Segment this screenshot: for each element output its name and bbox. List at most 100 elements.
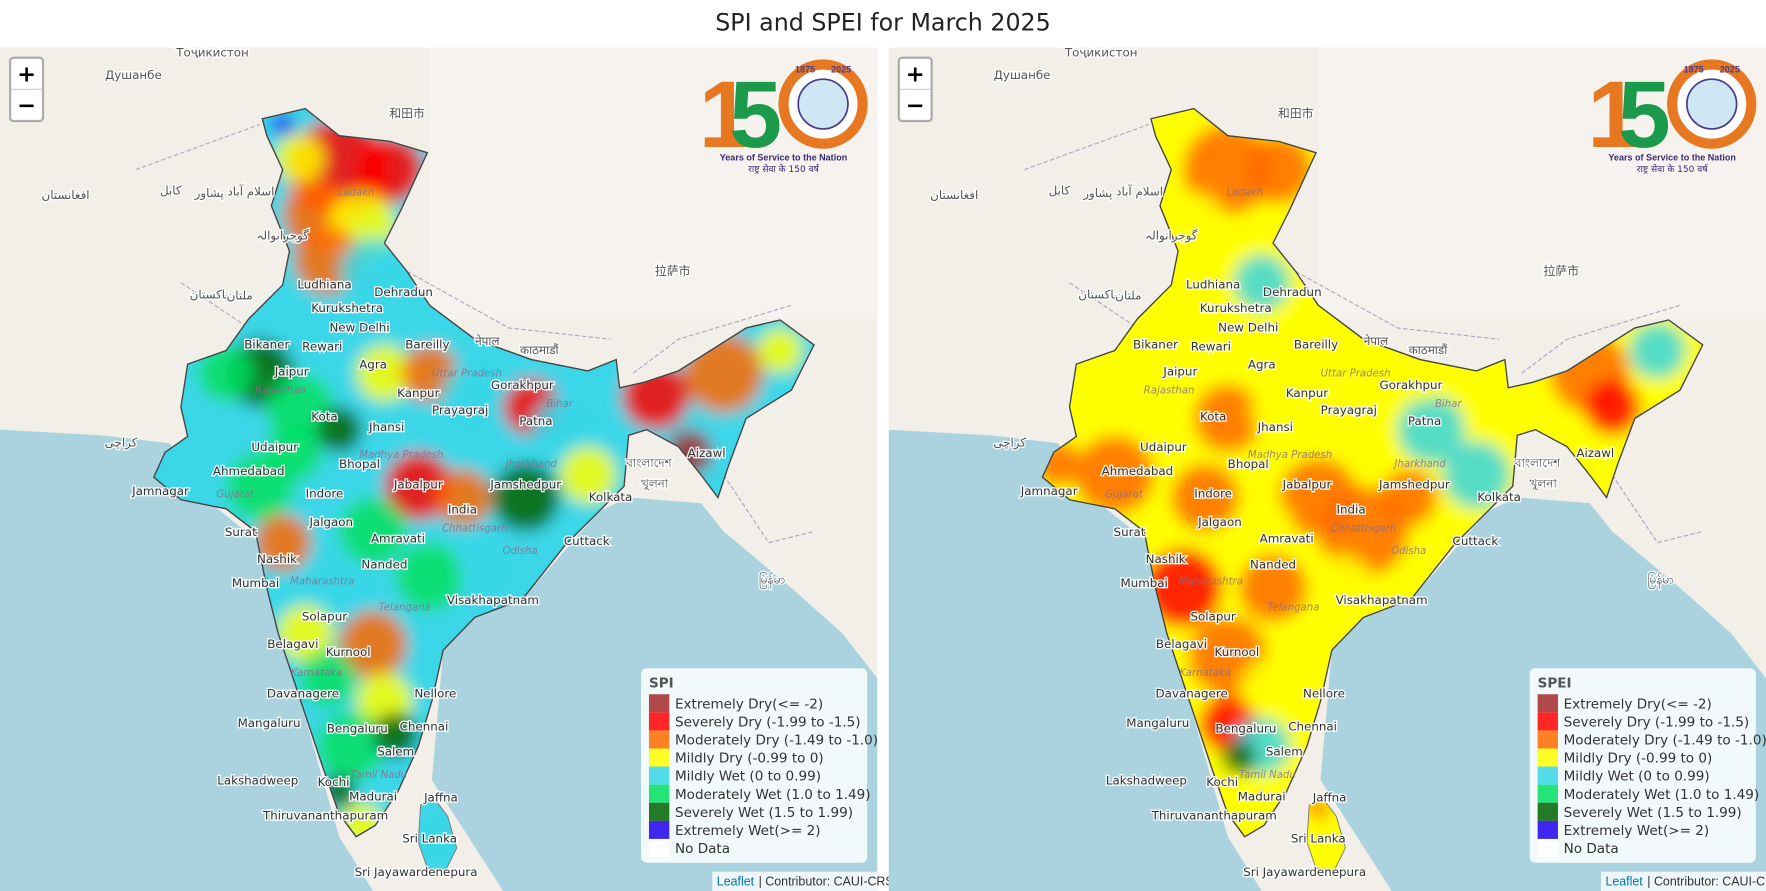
region-label: Odisha <box>1391 546 1426 557</box>
heat-cell <box>1583 378 1641 436</box>
place-label: پشاور <box>1082 186 1112 201</box>
heat-cell <box>1182 124 1274 215</box>
zoom-in-button[interactable]: + <box>906 61 925 87</box>
heat-cell <box>1306 554 1375 622</box>
place-label: Lakshadweep <box>217 774 298 788</box>
place-label: বাংলাদেশ <box>625 456 672 470</box>
place-label: کابل <box>160 184 182 198</box>
leaflet-link[interactable]: Leaflet <box>1605 874 1643 888</box>
region-label: Maharashtra <box>1179 577 1243 588</box>
place-label: Sri Jayawardenepura <box>355 865 478 879</box>
logo-tagline: Years of Service to the Nation <box>1608 153 1735 163</box>
place-label: খুলনা <box>641 476 669 491</box>
legend-swatch <box>1537 730 1558 749</box>
heat-cell <box>316 712 385 781</box>
place-label: Nellore <box>414 687 456 701</box>
place-label: Cuttack <box>1453 534 1499 548</box>
border-lines <box>1024 123 1703 544</box>
place-label: Ludhiana <box>297 277 351 291</box>
heat-cell <box>1244 135 1313 204</box>
place-label: Prayagraj <box>432 403 488 417</box>
legend-label: Extremely Dry(<= -2) <box>675 696 823 712</box>
heat-cell <box>1442 440 1511 509</box>
place-label: Rewari <box>302 340 342 354</box>
place-label: Davanagere <box>1156 687 1228 701</box>
heat-cell <box>254 514 311 571</box>
region-label: Chhattisgarh <box>1331 523 1397 534</box>
region-label: Ladakh <box>1226 188 1263 199</box>
region-label: Jharkhand <box>1392 459 1446 470</box>
place-label: Agra <box>1248 358 1276 372</box>
place-label: Patna <box>1408 414 1441 428</box>
place-label: Nashik <box>1146 552 1186 566</box>
place-label: Ahmedabad <box>1102 464 1174 478</box>
heat-cell <box>271 113 294 136</box>
zoom-out-button[interactable]: − <box>17 93 36 119</box>
arabian-sea <box>888 429 1262 891</box>
attribution: Leaflet | Contributor: CAUI-CRS <box>1605 874 1766 888</box>
place-label: اسلام آباد <box>1116 184 1163 199</box>
place-label: Belagavi <box>267 637 318 651</box>
logo-emblem <box>797 78 849 130</box>
logo-year: 1875 <box>795 64 815 74</box>
legend-label: Moderately Wet (1.0 to 1.49) <box>1564 787 1760 803</box>
place-label: Madurai <box>1238 790 1286 804</box>
leaflet-link[interactable]: Leaflet <box>717 874 755 888</box>
legend-title: SPEI <box>1538 675 1572 691</box>
logo-digit: 5 <box>729 62 782 168</box>
place-label: Bengaluru <box>1215 722 1276 736</box>
logo-digit: 1 <box>699 62 752 168</box>
place-label: Тоҷикистон <box>175 46 249 60</box>
place-label: Patna <box>519 414 552 428</box>
legend-swatch <box>1537 784 1558 803</box>
place-label: မြန်မာ <box>1648 572 1675 588</box>
region-label: Uttar Pradesh <box>1321 369 1391 380</box>
heat-cell <box>1239 554 1307 622</box>
zoom-out-button[interactable]: − <box>906 93 925 119</box>
heat-cell <box>276 604 334 662</box>
place-label: Belagavi <box>1156 637 1207 651</box>
region-label: Telangana <box>1267 603 1319 614</box>
place-label: ملتان <box>227 289 253 303</box>
place-label: Thiruvananthapuram <box>1151 809 1277 823</box>
place-label: Kurukshetra <box>311 301 383 315</box>
legend-label: Mildly Wet (0 to 0.99) <box>1564 769 1710 785</box>
heat-cell <box>384 452 453 521</box>
legend-swatch <box>1537 766 1558 785</box>
india-outline <box>1041 107 1704 838</box>
place-label: گوجرانوالہ <box>1145 229 1198 244</box>
place-label: Kota <box>1200 410 1226 424</box>
heat-cell <box>1159 192 1228 261</box>
place-label: Chennai <box>1288 719 1337 733</box>
sri-lanka-outline <box>1306 797 1346 872</box>
legend-swatch <box>1537 748 1558 767</box>
logo-digit: 5 <box>1618 62 1671 168</box>
zoom-in-button[interactable]: + <box>17 61 36 87</box>
imd-logo: 15 1875 2025 Years of Service to the Nation… <box>1587 59 1757 175</box>
place-label: Jamshedpur <box>1378 477 1450 491</box>
heat-cell <box>1233 254 1291 311</box>
logo-year: 1875 <box>1684 64 1704 74</box>
heat-cell <box>1250 361 1341 453</box>
place-label: Visakhapatnam <box>447 593 539 607</box>
place-label: Surat <box>1114 525 1146 539</box>
heat-cell <box>339 497 408 566</box>
heat-cell <box>1131 322 1211 402</box>
place-label: Nashik <box>257 552 297 566</box>
attribution-box <box>712 871 878 891</box>
legend-title: SPI <box>649 675 674 691</box>
heat-cell <box>1323 378 1404 458</box>
place-label: Bareilly <box>1294 337 1338 351</box>
place-label: Kochi <box>1206 775 1238 789</box>
heat-cell <box>559 446 617 504</box>
heat-cell <box>197 344 255 402</box>
legend-label: Mildly Wet (0 to 0.99) <box>675 769 821 785</box>
place-label: Gorakhpur <box>491 378 554 392</box>
heat-cell <box>1227 497 1296 566</box>
place-label: Mumbai <box>232 576 279 590</box>
region-label: Chhattisgarh <box>442 523 508 534</box>
heat-cell <box>1629 322 1686 379</box>
legend-label: Mildly Dry (-0.99 to 0) <box>675 751 824 767</box>
place-label: Jhansi <box>368 420 404 434</box>
